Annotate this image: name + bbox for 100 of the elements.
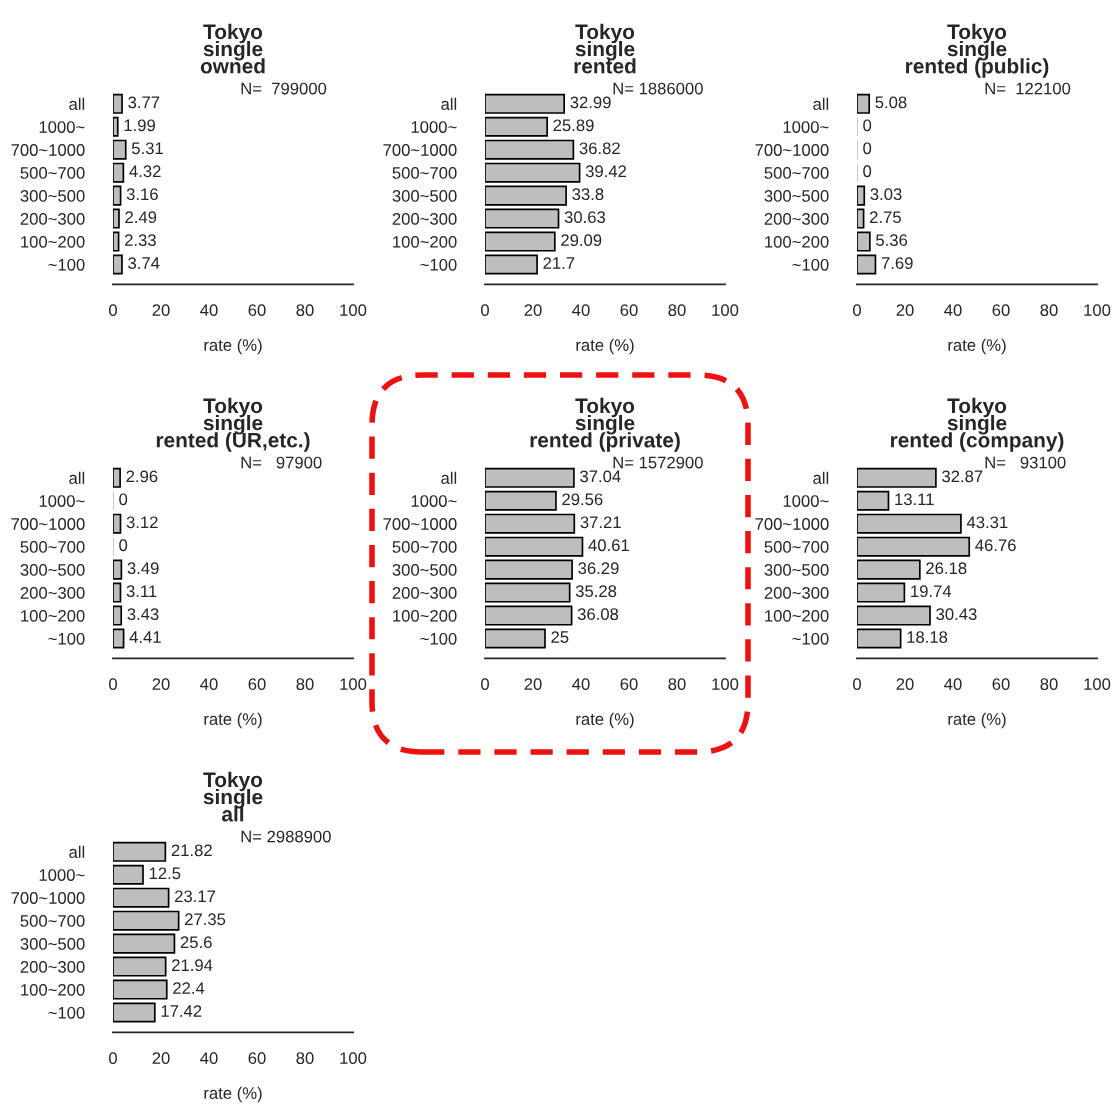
data-label: 0 bbox=[863, 119, 872, 132]
x-axis-title: rate (%) bbox=[948, 712, 1006, 729]
x-axis-title: rate (%) bbox=[204, 1086, 262, 1103]
data-label: 21.94 bbox=[172, 959, 213, 972]
y-tick-label: 700~1000 bbox=[755, 518, 829, 530]
x-tick-label: 100 bbox=[712, 304, 739, 317]
chart-title: Tokyo single rented (private) bbox=[530, 397, 680, 452]
x-tick-label: 100 bbox=[1084, 678, 1111, 691]
y-tick-label: ~100 bbox=[792, 632, 829, 645]
data-label: 5.36 bbox=[876, 234, 908, 247]
data-label: 43.31 bbox=[966, 516, 1008, 529]
data-label: 2.49 bbox=[125, 211, 157, 224]
data-label: 7.69 bbox=[881, 257, 913, 269]
y-tick-label: all bbox=[69, 97, 85, 110]
x-tick-label: 0 bbox=[109, 1052, 117, 1065]
x-tick-label: 60 bbox=[992, 678, 1010, 691]
data-label: 12.5 bbox=[149, 867, 181, 880]
y-tick-label: ~100 bbox=[48, 258, 85, 271]
x-tick-label: 40 bbox=[200, 1052, 218, 1065]
y-tick-label: 300~500 bbox=[764, 190, 829, 202]
x-tick-label: 40 bbox=[572, 304, 590, 317]
y-tick-label: all bbox=[441, 97, 457, 110]
y-tick-label: 200~300 bbox=[20, 960, 85, 973]
data-label: 0 bbox=[119, 539, 128, 552]
x-tick-label: 100 bbox=[340, 304, 367, 317]
data-label: 4.32 bbox=[129, 165, 161, 178]
annotation: N= 799000 bbox=[241, 82, 327, 95]
annotation: N= 1572900 bbox=[613, 456, 703, 469]
chart-title: Tokyo single rented (public) bbox=[906, 23, 1049, 78]
data-label: 0 bbox=[119, 493, 128, 506]
chart-title: Tokyo single rented (company) bbox=[890, 397, 1064, 452]
data-label: 35.28 bbox=[575, 585, 617, 598]
annotation: N= 2988900 bbox=[241, 830, 331, 843]
x-tick-label: 80 bbox=[1040, 304, 1058, 317]
x-tick-label: 80 bbox=[296, 678, 314, 691]
y-tick-label: ~100 bbox=[420, 258, 457, 271]
y-tick-label: 700~1000 bbox=[383, 144, 457, 156]
data-label: 36.82 bbox=[579, 142, 620, 155]
x-tick-label: 100 bbox=[712, 678, 739, 691]
y-tick-label: 200~300 bbox=[392, 212, 457, 225]
x-tick-label: 100 bbox=[1084, 304, 1111, 317]
x-tick-label: 40 bbox=[944, 304, 962, 317]
x-tick-label: 60 bbox=[620, 678, 638, 691]
data-label: 33.8 bbox=[572, 188, 604, 201]
data-label: 21.82 bbox=[171, 844, 212, 857]
x-axis-title: rate (%) bbox=[204, 712, 262, 729]
y-tick-label: 700~1000 bbox=[383, 518, 457, 530]
data-label: 19.74 bbox=[911, 585, 952, 598]
data-label: 2.75 bbox=[869, 211, 901, 224]
x-tick-label: 20 bbox=[152, 1052, 170, 1065]
data-label: 46.76 bbox=[975, 539, 1016, 552]
data-label: 32.87 bbox=[942, 470, 983, 483]
x-tick-label: 60 bbox=[248, 304, 266, 317]
y-tick-label: all bbox=[441, 471, 457, 484]
y-tick-label: 500~700 bbox=[20, 541, 85, 553]
data-label: 0 bbox=[863, 142, 872, 155]
y-tick-label: 1000~ bbox=[411, 495, 457, 507]
y-tick-label: 1000~ bbox=[39, 121, 85, 133]
x-tick-label: 60 bbox=[620, 304, 638, 317]
x-tick-label: 80 bbox=[668, 678, 686, 691]
data-label: 37.04 bbox=[580, 470, 621, 483]
data-label: 21.7 bbox=[543, 257, 575, 269]
x-tick-label: 20 bbox=[524, 678, 542, 691]
data-label: 18.18 bbox=[907, 631, 948, 643]
annotation: N= 97900 bbox=[241, 456, 322, 469]
x-tick-label: 0 bbox=[481, 678, 489, 691]
y-tick-label: 300~500 bbox=[764, 564, 829, 576]
x-tick-label: 0 bbox=[853, 678, 861, 691]
data-label: 3.12 bbox=[126, 516, 158, 529]
data-label: 3.74 bbox=[128, 257, 160, 269]
annotation: N= 1886000 bbox=[613, 82, 703, 95]
data-label: 3.11 bbox=[126, 585, 157, 598]
x-tick-label: 60 bbox=[248, 1052, 266, 1065]
y-tick-label: 100~200 bbox=[21, 983, 85, 996]
annotation: N= 122100 bbox=[985, 82, 1071, 95]
data-label: 22.4 bbox=[173, 982, 205, 994]
x-tick-label: 40 bbox=[944, 678, 962, 691]
chart-title: Tokyo single owned bbox=[200, 23, 265, 74]
data-label: 5.31 bbox=[131, 142, 163, 155]
y-tick-label: 1000~ bbox=[39, 495, 85, 507]
y-tick-label: 300~500 bbox=[392, 564, 457, 576]
data-label: 3.49 bbox=[127, 562, 159, 575]
y-tick-label: 100~200 bbox=[393, 235, 457, 248]
x-axis-title: rate (%) bbox=[576, 338, 634, 355]
data-label: 40.61 bbox=[588, 539, 629, 552]
y-tick-label: ~100 bbox=[792, 258, 829, 271]
data-label: 27.35 bbox=[185, 913, 226, 926]
y-tick-label: 100~200 bbox=[765, 235, 829, 248]
y-tick-label: 500~700 bbox=[764, 541, 829, 553]
data-label: 5.08 bbox=[875, 96, 907, 109]
y-tick-label: all bbox=[69, 471, 85, 484]
data-label: 3.03 bbox=[870, 188, 902, 201]
chart-title: Tokyo single rented bbox=[574, 23, 636, 74]
data-label: 17.42 bbox=[161, 1005, 202, 1017]
y-tick-label: 100~200 bbox=[765, 609, 829, 622]
data-label: 25 bbox=[551, 631, 569, 643]
x-tick-label: 80 bbox=[296, 1052, 314, 1065]
x-tick-label: 20 bbox=[896, 304, 914, 317]
x-tick-label: 80 bbox=[296, 304, 314, 317]
y-tick-label: 1000~ bbox=[783, 495, 829, 507]
